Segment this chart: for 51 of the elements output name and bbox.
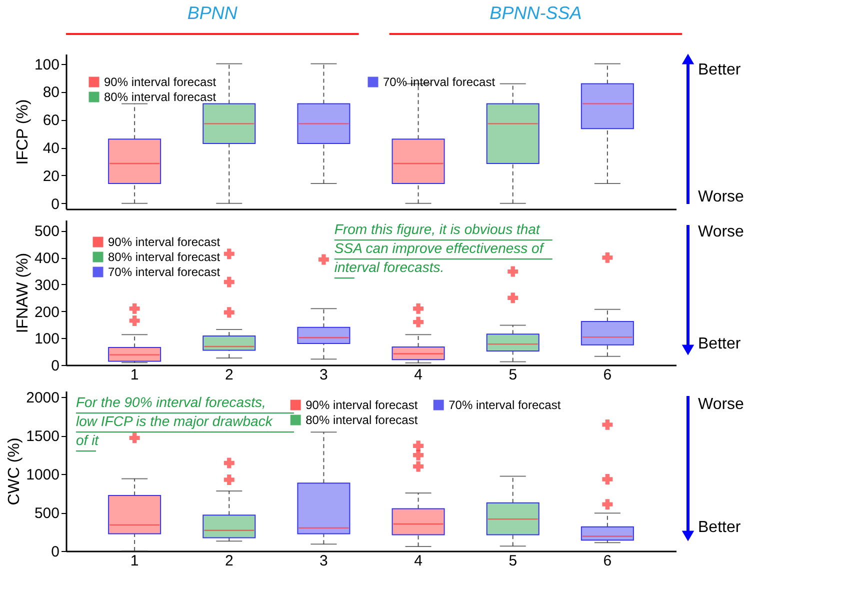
legend-label: 90% interval forecast <box>108 235 221 249</box>
legend-label: 80% interval forecast <box>104 90 217 104</box>
legend-label: 70% interval forecast <box>383 75 496 89</box>
x-tick-label: 6 <box>603 366 612 384</box>
legend-label: 90% interval forecast <box>306 398 418 412</box>
x-tick-label: 2 <box>224 366 234 384</box>
text: Better <box>698 519 742 536</box>
x-tick-label: 2 <box>224 552 234 570</box>
y-tick-label: 80 <box>42 84 60 102</box>
text: Worse <box>698 188 744 206</box>
x-tick-label: 4 <box>414 552 422 570</box>
text: Better <box>698 335 742 352</box>
text: Worse <box>698 224 744 241</box>
y-tick-label: 300 <box>34 276 60 294</box>
y-tick-label: 0 <box>51 196 60 213</box>
text: Better <box>698 62 742 78</box>
y-axis-title: IFNAW (%) <box>14 252 32 334</box>
y-axis-title: IFCP (%) <box>14 99 32 165</box>
y-tick-label: 40 <box>42 140 60 158</box>
x-tick-label: 3 <box>320 552 328 570</box>
annotation: From this figure, it is obvious that SSA can improve effectiveness of interval forecasts. <box>334 221 546 275</box>
legend-label: 90% interval forecast <box>104 75 217 89</box>
y-tick-label: 60 <box>42 112 60 130</box>
y-tick-label: 100 <box>34 330 60 348</box>
text: Worse <box>698 396 744 413</box>
x-tick-label: 4 <box>414 366 422 384</box>
y-tick-label: 400 <box>34 250 60 268</box>
y-tick-label: 500 <box>34 223 60 240</box>
y-tick-label: 0 <box>51 358 60 374</box>
legend-label: 70% interval forecast <box>108 265 221 279</box>
y-tick-label: 1000 <box>26 466 60 484</box>
legend-label: 80% interval forecast <box>108 250 221 264</box>
text: BPNN-SSA <box>490 3 582 23</box>
y-axis-title: CWC (%) <box>6 438 24 506</box>
y-tick-label: 20 <box>42 168 60 185</box>
x-tick-label: 5 <box>508 366 518 384</box>
annotation: For the 90% interval forecasts, low IFCP is the major drawback of it <box>76 394 274 448</box>
x-tick-label: 3 <box>320 366 328 384</box>
x-tick-label: 5 <box>508 552 518 570</box>
text: BPNN <box>187 3 238 23</box>
y-tick-label: 500 <box>34 505 60 522</box>
legend-label: 70% interval forecast <box>448 398 562 412</box>
y-tick-label: 0 <box>51 544 60 560</box>
x-tick-label: 1 <box>130 552 139 570</box>
y-tick-label: 100 <box>34 56 60 74</box>
x-tick-label: 6 <box>603 552 612 570</box>
legend-label: 80% interval forecast <box>306 413 418 427</box>
y-tick-label: 200 <box>34 304 60 321</box>
y-tick-label: 1500 <box>26 428 60 446</box>
y-tick-label: 2000 <box>26 390 60 407</box>
x-tick-label: 1 <box>130 366 139 384</box>
